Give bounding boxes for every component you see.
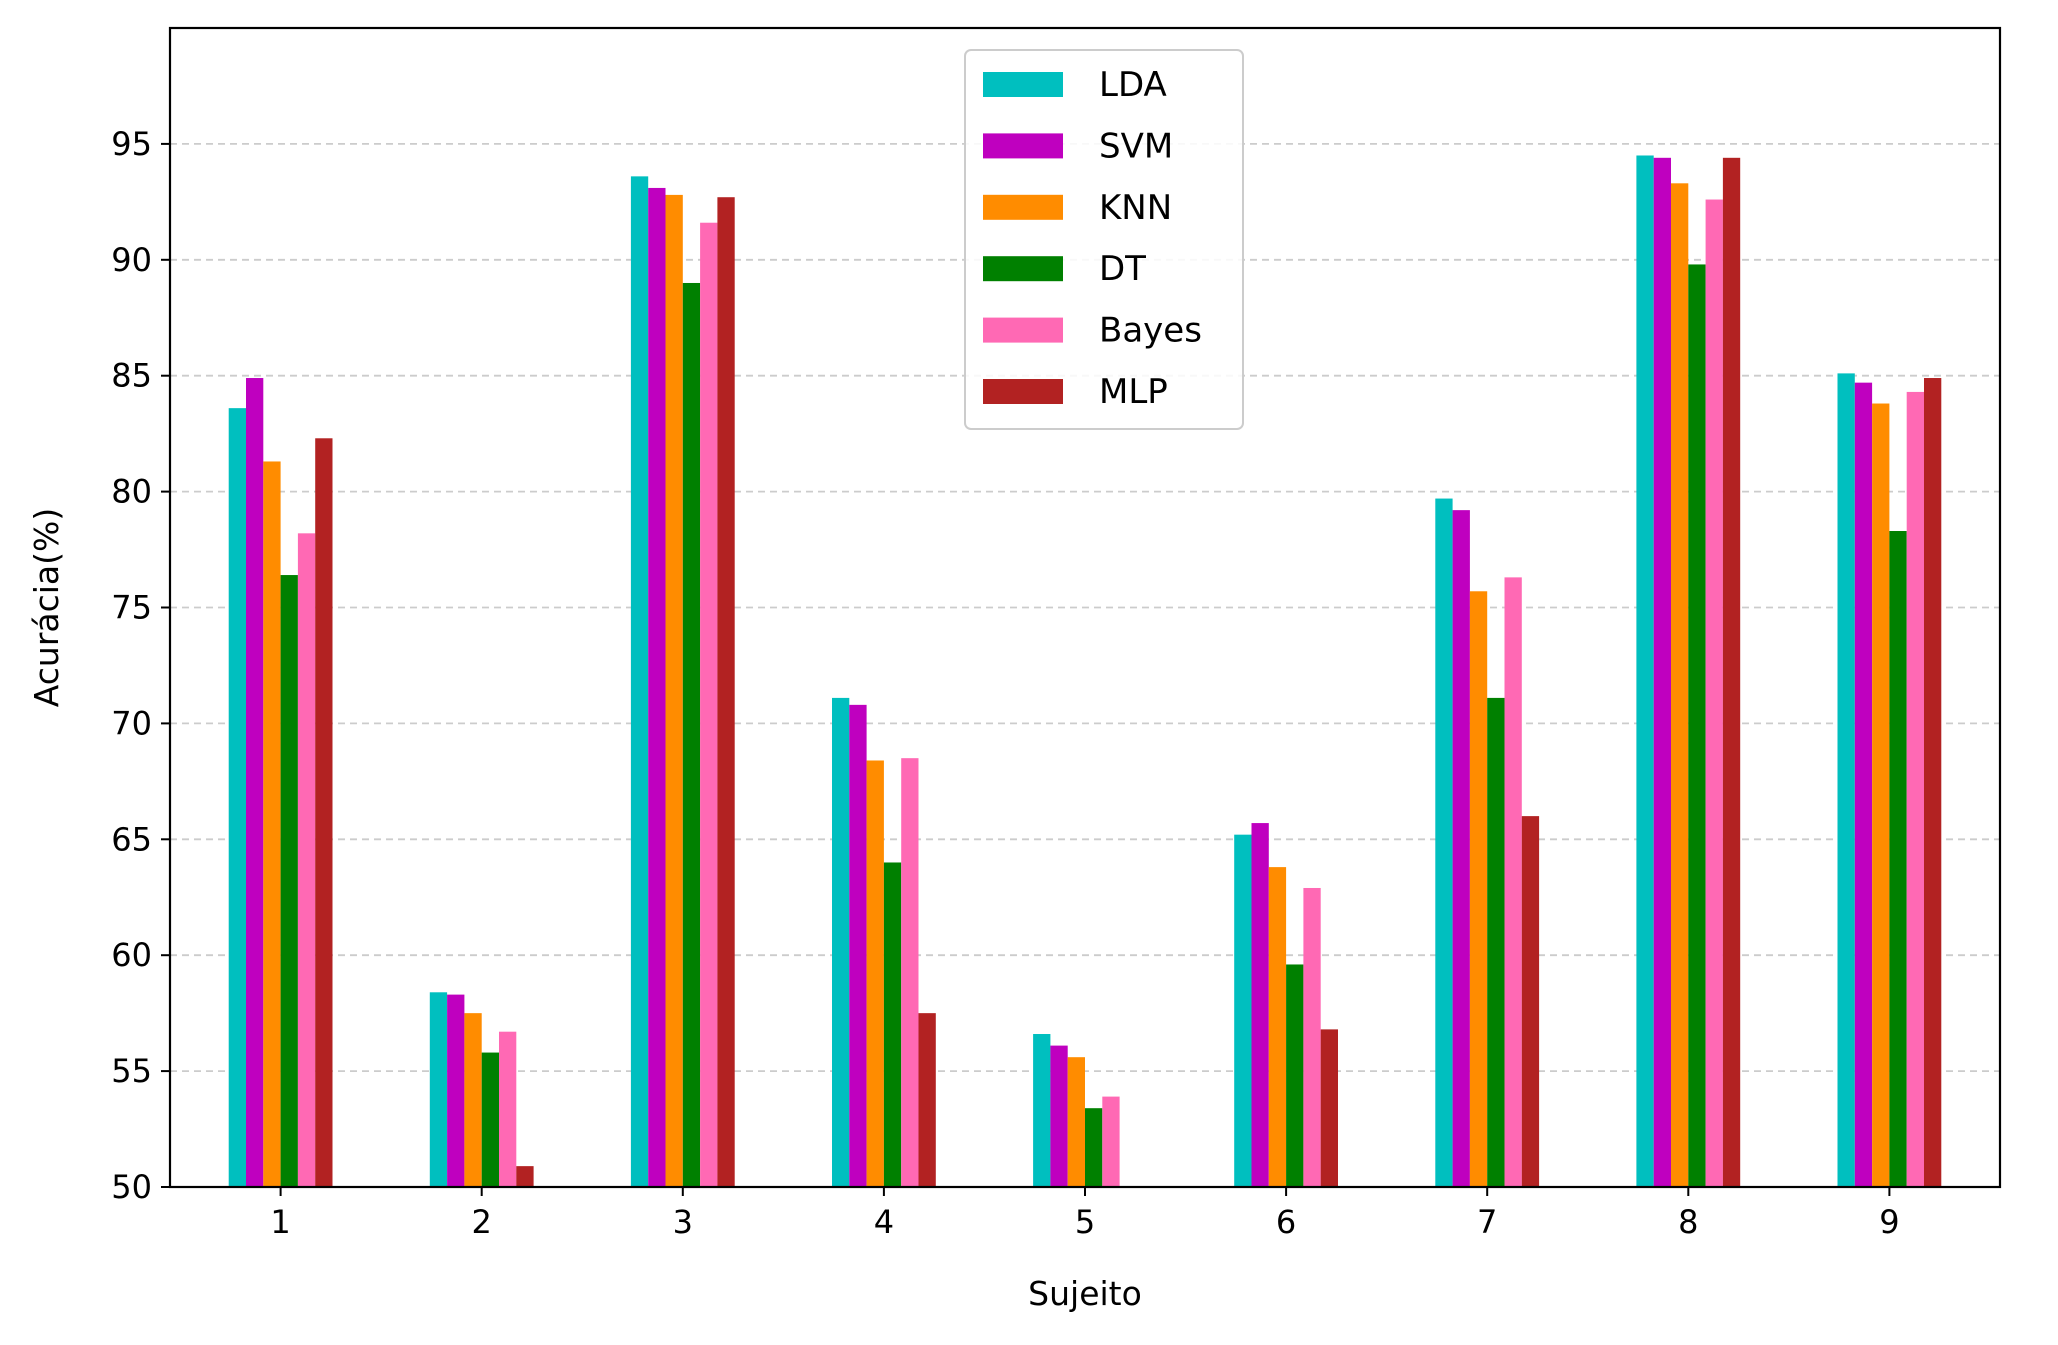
bar-knn-1 [263,461,281,1187]
x-tick-label: 3 [673,1203,693,1241]
bar-dt-1 [280,575,298,1187]
bar-knn-2 [464,1013,482,1187]
x-tick-label: 9 [1879,1203,1899,1241]
bar-knn-9 [1872,403,1890,1187]
y-tick-label: 70 [111,704,152,742]
ticks: 50 55 60 65 70 75 80 85 90 95 1 2 3 4 5 6 7 8 9 [111,125,1899,1241]
bar-knn-5 [1067,1057,1085,1187]
bars [228,155,1942,1188]
x-tick-label: 1 [270,1203,290,1241]
y-tick-label: 95 [111,125,152,163]
bar-bayes-4 [901,758,919,1187]
bar-dt-8 [1688,264,1706,1187]
legend-swatch-mlp [983,379,1063,404]
bar-knn-8 [1670,183,1689,1187]
bar-mlp-9 [1923,378,1942,1187]
bar-svm-1 [246,378,264,1187]
bar-svm-4 [849,704,867,1187]
legend-swatch-bayes [983,317,1063,343]
bar-svm-5 [1050,1045,1068,1187]
legend-label-svm: SVM [1099,126,1173,166]
y-tick-label: 75 [111,589,152,627]
legend-swatch-lda [983,72,1063,97]
legend-label-dt: DT [1099,249,1146,289]
x-tick-label: 4 [874,1203,894,1241]
bar-dt-3 [682,282,701,1188]
bar-knn-6 [1268,867,1287,1187]
bar-bayes-1 [297,533,316,1187]
bar-lda-3 [630,176,649,1188]
bar-knn-7 [1469,591,1488,1187]
x-tick-label: 7 [1477,1203,1497,1241]
bar-svm-3 [648,187,666,1187]
bar-bayes-3 [700,222,718,1187]
bar-mlp-4 [918,1013,936,1187]
x-tick-label: 2 [472,1203,492,1241]
bar-dt-6 [1286,964,1304,1187]
legend-label-knn: KNN [1099,188,1172,228]
bar-lda-1 [228,408,247,1188]
y-tick-label: 80 [111,473,152,511]
legend: LDA SVM KNN DT Bayes MLP [964,49,1244,430]
bar-dt-9 [1889,531,1907,1187]
bar-bayes-8 [1705,199,1723,1188]
bar-svm-2 [447,994,465,1187]
y-tick-label: 50 [111,1168,152,1206]
bar-svm-6 [1251,823,1269,1187]
legend-swatch-svm [983,133,1063,159]
bar-mlp-6 [1320,1029,1338,1187]
bar-dt-4 [883,862,902,1187]
legend-label-lda: LDA [1099,65,1167,105]
bar-dt-5 [1085,1108,1103,1187]
bar-bayes-7 [1504,577,1522,1187]
bar-lda-6 [1234,834,1252,1187]
legend-label-mlp: MLP [1099,372,1168,412]
bar-svm-8 [1653,157,1671,1188]
y-tick-label: 60 [111,936,152,974]
bar-mlp-7 [1521,816,1540,1187]
bar-knn-4 [866,760,884,1187]
bar-mlp-1 [315,438,333,1187]
bar-mlp-3 [717,197,735,1188]
legend-label-bayes: Bayes [1099,311,1202,351]
bar-mlp-8 [1722,157,1741,1188]
y-tick-label: 55 [111,1052,152,1090]
y-tick-label: 85 [111,357,152,395]
bar-lda-4 [832,697,850,1187]
x-tick-label: 8 [1678,1203,1698,1241]
bar-svm-9 [1854,382,1873,1187]
y-tick-label: 65 [111,820,152,858]
bar-lda-5 [1033,1034,1051,1187]
y-axis-label: Acurácia(%) [27,508,66,707]
bar-bayes-5 [1102,1096,1120,1187]
bar-bayes-6 [1303,887,1321,1187]
bar-svm-7 [1452,510,1470,1187]
x-axis-label: Sujeito [1028,1274,1142,1313]
bar-dt-2 [481,1052,500,1187]
x-tick-label: 5 [1075,1203,1095,1241]
bar-lda-9 [1837,373,1855,1188]
y-tick-label: 90 [111,241,152,279]
bar-lda-7 [1435,498,1453,1188]
bar-mlp-2 [516,1166,534,1187]
bar-lda-2 [429,992,448,1187]
bar-dt-7 [1487,697,1505,1187]
bar-bayes-9 [1906,391,1924,1187]
x-tick-label: 6 [1276,1203,1296,1241]
bar-knn-3 [665,194,683,1187]
legend-swatch-knn [983,194,1063,220]
bar-bayes-2 [499,1031,517,1187]
legend-swatch-dt [983,256,1063,282]
bar-lda-8 [1636,155,1654,1188]
